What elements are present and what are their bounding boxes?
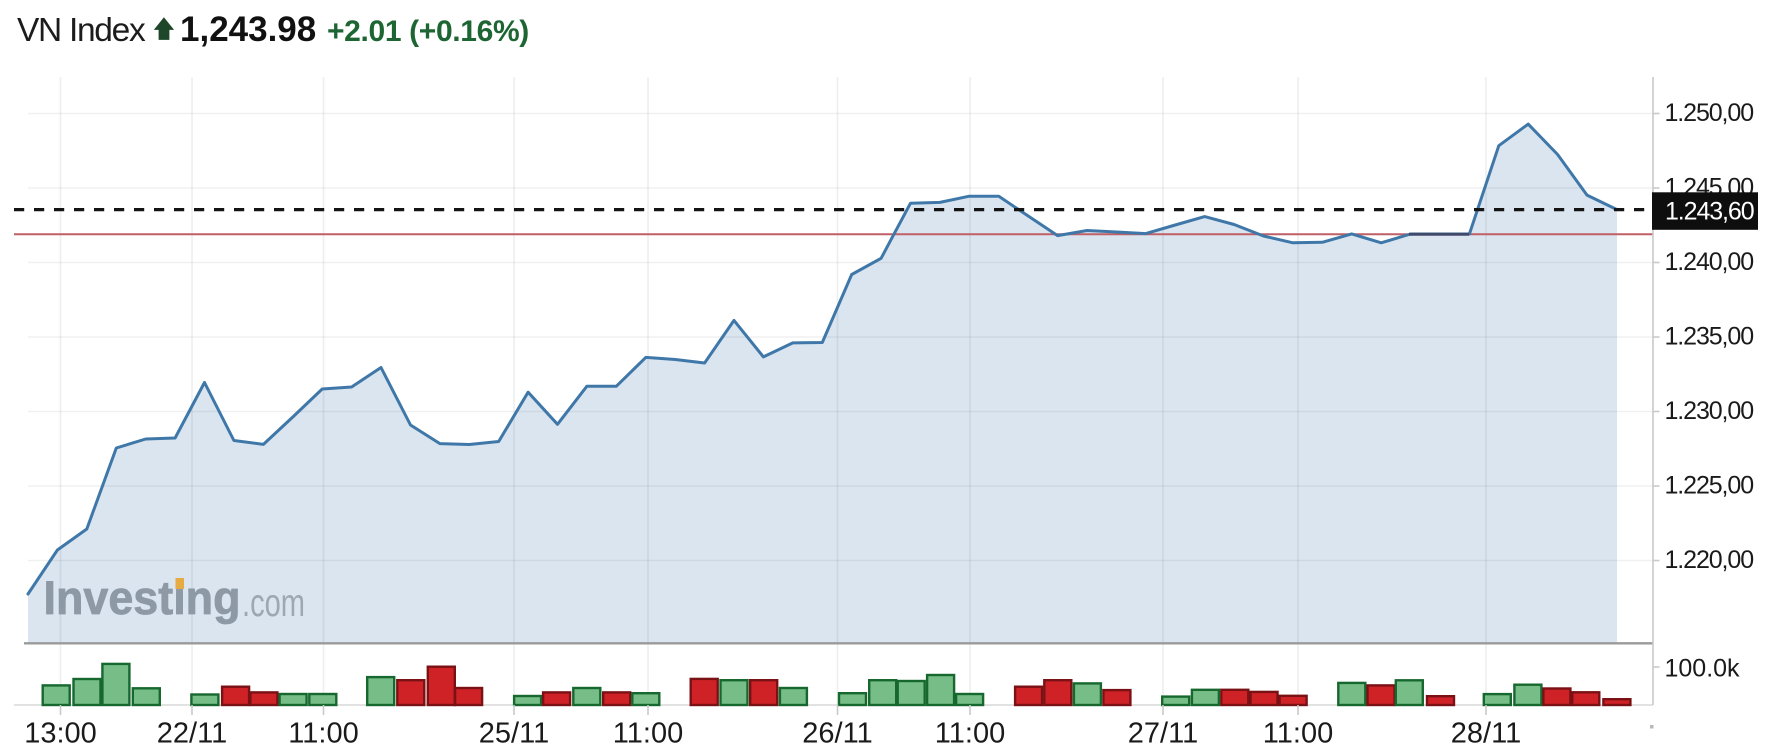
- svg-text:1.230,00: 1.230,00: [1665, 397, 1754, 425]
- svg-text:1.250,00: 1.250,00: [1665, 99, 1754, 127]
- svg-text:1.240,00: 1.240,00: [1665, 248, 1754, 276]
- svg-text:27/11: 27/11: [1128, 718, 1198, 750]
- svg-text:11:00: 11:00: [288, 718, 358, 750]
- svg-text:1.225,00: 1.225,00: [1665, 472, 1754, 500]
- svg-text:13:00: 13:00: [24, 718, 97, 750]
- svg-text:+2.01 (+0.16%): +2.01 (+0.16%): [327, 15, 529, 48]
- svg-text:11:00: 11:00: [613, 718, 683, 750]
- svg-text:Investıng: Investıng: [44, 571, 241, 624]
- svg-text:26/11: 26/11: [802, 718, 872, 750]
- svg-text:.com: .com: [242, 582, 305, 625]
- svg-text:1.235,00: 1.235,00: [1665, 323, 1754, 351]
- svg-text:11:00: 11:00: [1263, 718, 1333, 750]
- svg-text:11:00: 11:00: [935, 718, 1005, 750]
- svg-text:1.243,60: 1.243,60: [1665, 198, 1754, 226]
- svg-text:1.220,00: 1.220,00: [1665, 546, 1754, 574]
- svg-text:1,243.98: 1,243.98: [180, 10, 316, 49]
- svg-text:25/11: 25/11: [479, 718, 549, 750]
- svg-text:VN Index: VN Index: [17, 12, 146, 49]
- svg-text:22/11: 22/11: [157, 718, 227, 750]
- svg-text:28/11: 28/11: [1451, 718, 1521, 750]
- svg-text:100.0k: 100.0k: [1665, 655, 1741, 683]
